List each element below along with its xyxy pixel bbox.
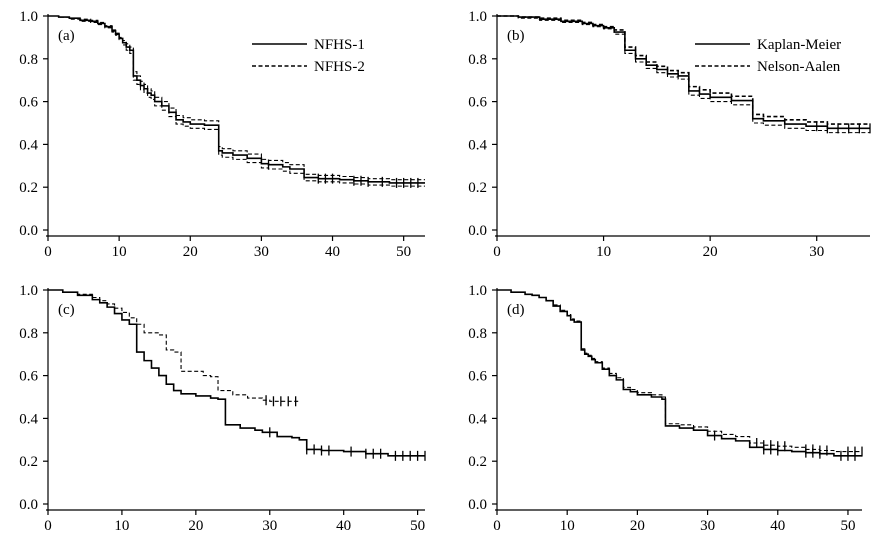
series-line-1 xyxy=(48,289,300,402)
panel-label: (c) xyxy=(58,302,75,318)
x-tick-label: 50 xyxy=(410,518,425,534)
x-tick-label: 30 xyxy=(254,244,269,260)
x-tick-label: 10 xyxy=(596,244,611,260)
legend-label: NFHS-2 xyxy=(314,59,365,75)
y-tick-label: 0.6 xyxy=(468,369,487,385)
panel-c: 0.0 0.2 0.4 0.6 0.8 1.0 0 10 20 30 40 50 (c) xyxy=(19,283,426,534)
x-tick-label: 20 xyxy=(183,244,198,260)
x-tick-label: 30 xyxy=(809,244,824,260)
series-line-0 xyxy=(48,289,425,457)
series-line-1 xyxy=(497,289,862,453)
y-tick-label: 0.0 xyxy=(19,497,38,513)
y-tick-label: 1.0 xyxy=(468,283,487,299)
x-tick-label: 20 xyxy=(188,518,203,534)
x-tick-label: 10 xyxy=(114,518,129,534)
y-tick-label: 0.4 xyxy=(19,411,38,427)
y-tick-label: 1.0 xyxy=(19,283,38,299)
panel-b: 0.0 0.2 0.4 0.6 0.8 1.0 0 10 20 30 (b) Kaplan-Meier… xyxy=(468,9,871,260)
panel-label: (a) xyxy=(58,28,75,44)
y-tick-label: 0.8 xyxy=(468,326,487,342)
x-tick-label: 0 xyxy=(44,518,52,534)
y-tick-label: 0.0 xyxy=(468,223,487,239)
panel-a: 0.00.20.40.60.81.00 10 20 30 40 50(a)NFHS-1NF… xyxy=(19,9,425,260)
x-tick-label: 40 xyxy=(336,518,351,534)
x-tick-label: 0 xyxy=(493,244,501,260)
y-tick-label: 0.4 xyxy=(468,411,487,427)
y-tick-label: 0.2 xyxy=(19,454,38,470)
legend-label: Nelson-Aalen xyxy=(757,59,841,75)
y-tick-label: 0.2 xyxy=(468,454,487,470)
y-tick-label: 1.0 xyxy=(19,9,38,25)
y-tick-label: 0.2 xyxy=(19,180,38,196)
x-tick-label: 40 xyxy=(325,244,340,260)
series-line-1 xyxy=(48,15,425,181)
panel-label: (b) xyxy=(507,28,525,44)
x-tick-label: 10 xyxy=(112,244,127,260)
series-line-0 xyxy=(48,15,425,184)
y-tick-label: 0.8 xyxy=(19,52,38,68)
y-tick-label: 0.0 xyxy=(468,497,487,513)
x-tick-label: 20 xyxy=(703,244,718,260)
x-tick-label: 30 xyxy=(262,518,277,534)
x-tick-label: 0 xyxy=(44,244,52,260)
x-tick-label: 0 xyxy=(493,518,501,534)
y-tick-label: 0.6 xyxy=(19,369,38,385)
x-tick-label: 20 xyxy=(630,518,645,534)
y-tick-label: 0.0 xyxy=(19,223,38,239)
y-tick-label: 1.0 xyxy=(468,9,487,25)
legend: NFHS-1 NFHS-2 xyxy=(252,37,365,75)
series-line-1 xyxy=(497,15,870,125)
y-tick-label: 0.6 xyxy=(19,95,38,111)
x-tick-label: 30 xyxy=(700,518,715,534)
y-tick-label: 0.6 xyxy=(468,95,487,111)
legend-label: Kaplan-Meier xyxy=(757,37,841,53)
panel-d: 0.0 0.2 0.4 0.6 0.8 1.0 0 10 20 30 40 50 (d) xyxy=(468,283,863,534)
x-tick-label: 50 xyxy=(396,244,411,260)
y-tick-label: 0.2 xyxy=(468,180,487,196)
series-line-2 xyxy=(48,15,425,187)
legend-label: NFHS-1 xyxy=(314,37,365,53)
y-tick-label: 0.4 xyxy=(468,137,487,153)
x-tick-label: 40 xyxy=(770,518,785,534)
legend: Kaplan-Meier Nelson-Aalen xyxy=(695,37,841,75)
y-tick-label: 0.8 xyxy=(19,326,38,342)
x-tick-label: 50 xyxy=(840,518,855,534)
y-tick-label: 0.4 xyxy=(19,137,38,153)
series-line-2 xyxy=(497,15,870,134)
x-tick-label: 10 xyxy=(560,518,575,534)
panel-label: (d) xyxy=(507,302,525,318)
series-line-0 xyxy=(497,289,862,457)
y-tick-label: 0.8 xyxy=(468,52,487,68)
